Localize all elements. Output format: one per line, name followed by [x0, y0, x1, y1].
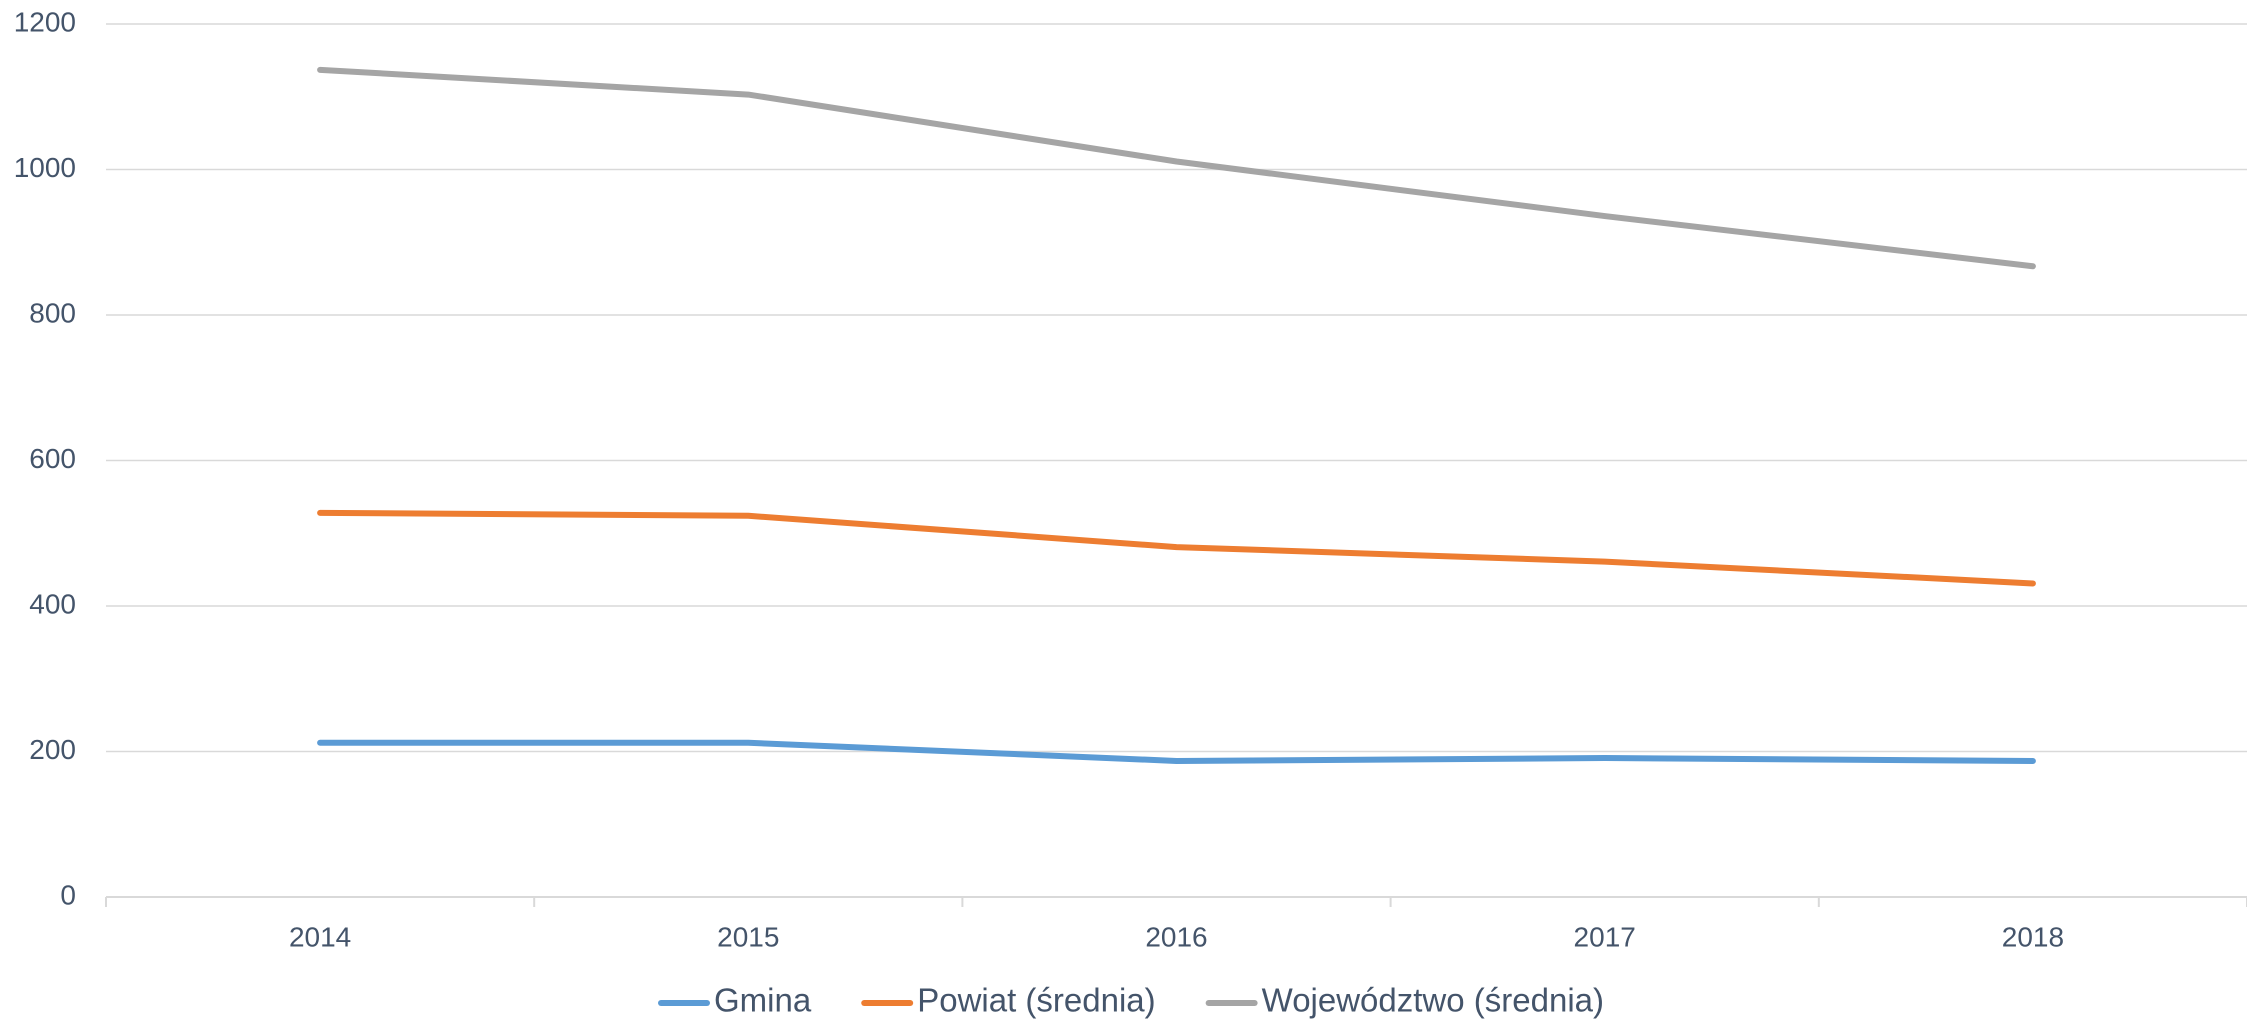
x-tick-label: 2018 [2002, 921, 2064, 952]
y-tick-label: 200 [29, 734, 76, 765]
y-tick-label: 1200 [14, 6, 76, 37]
legend-label: Gmina [714, 982, 812, 1019]
x-tick-label: 2016 [1145, 921, 1207, 952]
y-tick-label: 0 [60, 879, 76, 910]
x-tick-label: 2014 [289, 921, 351, 952]
series-line [317, 66, 2036, 270]
x-tick-label: 2017 [1574, 921, 1636, 952]
legend-label: Powiat (średnia) [917, 982, 1155, 1019]
y-tick-label: 400 [29, 588, 76, 619]
y-tick-label: 800 [29, 297, 76, 328]
y-tick-label: 600 [29, 443, 76, 474]
y-tick-label: 1000 [14, 152, 76, 183]
series-line [317, 739, 2036, 764]
legend-label: Województwo (średnia) [1262, 982, 1604, 1019]
x-tick-label: 2015 [717, 921, 779, 952]
series-line [317, 509, 2036, 587]
